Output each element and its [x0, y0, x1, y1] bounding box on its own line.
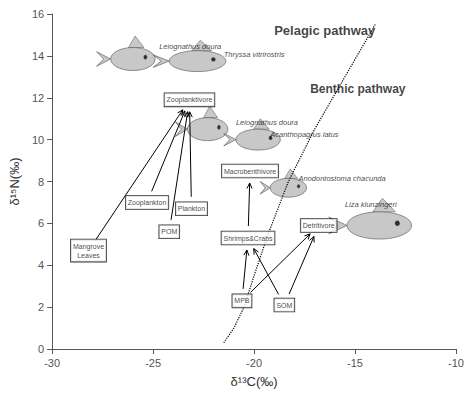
svg-text:10: 10: [32, 134, 44, 146]
svg-text:-20: -20: [246, 357, 262, 369]
svg-text:Thryssa vitrirostris: Thryssa vitrirostris: [224, 50, 285, 59]
svg-text:4: 4: [38, 259, 44, 271]
svg-text:Pelagic pathway: Pelagic pathway: [274, 23, 376, 38]
svg-text:2: 2: [38, 301, 44, 313]
svg-text:Leiognathus doura: Leiognathus doura: [236, 118, 298, 127]
svg-text:Liza klunzingeri: Liza klunzingeri: [345, 200, 397, 209]
svg-text:Leiognathus doura: Leiognathus doura: [159, 42, 221, 51]
svg-text:δ¹⁵N(‰): δ¹⁵N(‰): [7, 157, 22, 205]
svg-text:8: 8: [38, 176, 44, 188]
svg-text:0: 0: [38, 343, 44, 355]
svg-text:Shrimps&Crabs: Shrimps&Crabs: [224, 235, 274, 243]
svg-text:Zooplankton: Zooplankton: [128, 199, 167, 207]
svg-text:Mangrove: Mangrove: [73, 243, 104, 251]
svg-text:Benthic pathway: Benthic pathway: [310, 82, 406, 96]
svg-text:Leaves: Leaves: [77, 252, 100, 259]
svg-text:14: 14: [32, 50, 44, 62]
svg-text:Anodontostoma chacunda: Anodontostoma chacunda: [297, 174, 385, 183]
svg-text:-10: -10: [448, 357, 464, 369]
svg-text:δ¹³C(‰): δ¹³C(‰): [231, 374, 278, 389]
svg-text:Plankton: Plankton: [178, 205, 205, 212]
svg-text:SOM: SOM: [276, 302, 292, 309]
svg-text:Detritivore: Detritivore: [303, 222, 335, 229]
svg-text:POM: POM: [161, 228, 177, 235]
svg-text:Zooplanktivore: Zooplanktivore: [166, 96, 212, 104]
svg-text:Acanthopagrus latus: Acanthopagrus latus: [269, 130, 339, 139]
svg-text:16: 16: [32, 8, 44, 20]
svg-text:-25: -25: [145, 357, 161, 369]
svg-text:-15: -15: [347, 357, 363, 369]
svg-text:12: 12: [32, 92, 44, 104]
svg-text:6: 6: [38, 217, 44, 229]
svg-text:MPB: MPB: [234, 297, 250, 304]
svg-text:Macrobenthivore: Macrobenthivore: [224, 168, 276, 175]
svg-text:-30: -30: [44, 357, 60, 369]
